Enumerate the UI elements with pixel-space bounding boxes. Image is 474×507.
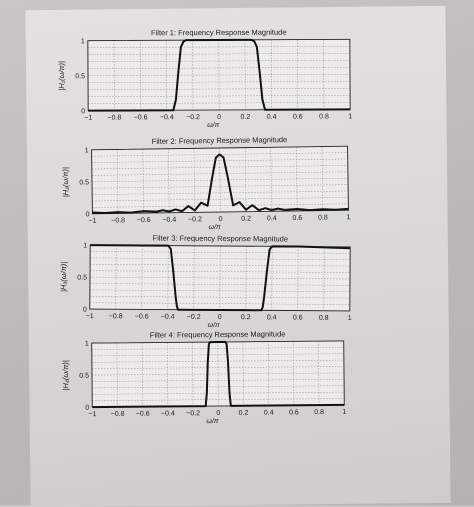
x-tick-label: −0.8	[109, 313, 123, 320]
x-tick-label: 0.8	[319, 113, 329, 120]
x-tick-label: −0.2	[187, 314, 201, 321]
x-tick-label: 0.4	[267, 114, 277, 121]
x-tick-label: 0.6	[292, 215, 302, 222]
chart-title: Filter 2: Frequency Response Magnitude	[152, 135, 288, 146]
y-axis-label: |H₃(ω/π)|	[59, 262, 68, 292]
y-tick-label: 0	[83, 307, 87, 314]
x-tick-label: 0.8	[314, 409, 324, 416]
x-axis-label: ω/π	[207, 122, 219, 129]
x-tick-label: 0.2	[241, 314, 251, 321]
y-tick-label: 0.5	[75, 73, 85, 80]
x-tick-label: 0	[218, 314, 222, 321]
x-axis-label: ω/π	[206, 418, 218, 425]
x-tick-label: 0	[217, 114, 221, 121]
y-axis-label: |H₁(ω/π)|	[57, 61, 66, 91]
y-axis-label: |H₂(ω/π)|	[61, 167, 70, 197]
y-tick-label: 0.5	[79, 179, 89, 186]
x-tick-label: 1	[347, 214, 351, 221]
x-axis-label: ω/π	[209, 224, 221, 231]
x-tick-label: −1	[86, 313, 94, 320]
x-tick-label: −0.2	[186, 114, 200, 121]
x-tick-label: −0.4	[161, 314, 175, 321]
x-tick-label: 0.2	[241, 114, 251, 121]
y-axis-label: |H₄(ω/π)|	[61, 360, 70, 390]
y-tick-label: 1	[85, 147, 89, 154]
chart-title: Filter 4: Frequency Response Magnitude	[150, 329, 286, 339]
x-tick-label: −0.2	[188, 216, 202, 223]
x-tick-label: −0.6	[137, 217, 151, 224]
chart-title: Filter 1: Frequency Response Magnitude	[151, 28, 287, 38]
y-tick-label: 1	[83, 243, 87, 250]
x-tick-label: 0.2	[241, 216, 251, 223]
y-tick-label: 1	[81, 38, 85, 45]
x-tick-label: −0.8	[107, 115, 121, 122]
x-tick-label: 0.2	[239, 410, 249, 417]
x-tick-label: 0.8	[318, 214, 328, 221]
y-tick-label: 0.5	[79, 373, 89, 380]
x-tick-label: −0.8	[111, 217, 125, 224]
y-tick-label: 0.5	[77, 275, 87, 282]
plot-area	[92, 146, 349, 214]
x-tick-label: −0.6	[134, 114, 148, 121]
x-tick-label: −1	[84, 115, 92, 122]
x-tick-label: 1	[342, 409, 346, 416]
x-tick-label: 0.4	[264, 410, 274, 417]
chart-panel-3: −1 −0.8 −0.6 −0.4 −0.2 0 0.2 0.4 0.6 0.8 1 0 0.5 1 Fil…	[59, 233, 353, 330]
x-tick-label: 0.4	[267, 314, 277, 321]
x-tick-label: 0.6	[293, 315, 303, 322]
x-axis-label: ω/π	[208, 322, 220, 329]
y-tick-label: 0	[86, 211, 90, 218]
x-tick-label: −1	[89, 218, 97, 225]
x-tick-label: −1	[88, 411, 96, 418]
x-tick-label: −0.4	[160, 114, 174, 121]
x-tick-label: −0.4	[161, 410, 175, 417]
x-tick-label: 0.4	[267, 215, 277, 222]
x-tick-label: 0.6	[289, 409, 299, 416]
x-tick-label: 1	[348, 315, 352, 322]
x-tick-label: 0	[219, 216, 223, 223]
y-tick-label: 0	[81, 108, 85, 115]
x-tick-label: −0.6	[135, 313, 149, 320]
chart-panel-2: −1 −0.8 −0.6 −0.4 −0.2 0 0.2 0.4 0.6 0.8 1 0 0.5 1 Fil…	[60, 134, 350, 233]
x-tick-label: −0.4	[162, 217, 176, 224]
x-tick-label: 0.6	[293, 114, 303, 121]
y-tick-label: 1	[85, 341, 89, 348]
x-tick-label: −0.8	[111, 411, 125, 418]
x-tick-label: −0.6	[136, 411, 150, 418]
x-tick-label: 0	[216, 410, 220, 417]
chart-panel-4: −1 −0.8 −0.6 −0.4 −0.2 0 0.2 0.4 0.6 0.8 1 0 0.5 1 Fil…	[61, 329, 347, 426]
chart-title: Filter 3: Frequency Response Magnitude	[152, 234, 288, 244]
chart-panel-1: −1 −0.8 −0.6 −0.4 −0.2 0 0.2 0.4 0.6 0.8 1 0 0.5 1 Fil…	[57, 27, 353, 130]
x-tick-label: 1	[348, 113, 352, 120]
y-tick-label: 0	[85, 405, 89, 412]
x-tick-label: 0.8	[319, 315, 329, 322]
x-tick-label: −0.2	[186, 410, 200, 417]
